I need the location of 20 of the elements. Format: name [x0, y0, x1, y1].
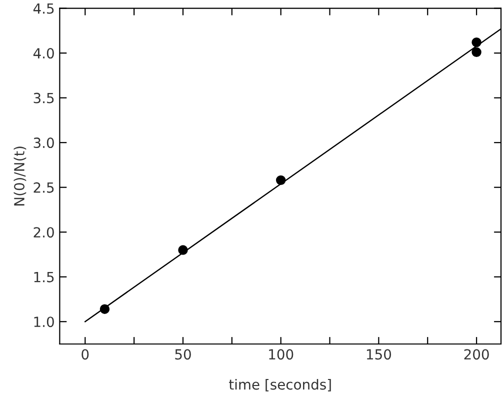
point — [178, 245, 188, 255]
x-axis-title: time [seconds] — [229, 378, 331, 392]
point — [100, 304, 110, 314]
y-tick-label: 4.0 — [33, 48, 54, 59]
x-tick-label: 0 — [82, 349, 89, 360]
y-tick-label: 4.5 — [33, 3, 54, 14]
y-axis-title: N(0)/N(t) — [14, 146, 26, 206]
x-tick-label: 50 — [175, 349, 191, 360]
x-tick-label: 200 — [464, 349, 489, 360]
y-tick-label: 2.5 — [34, 182, 54, 193]
point — [472, 37, 482, 48]
y-tick-label: 2.0 — [34, 227, 54, 238]
x-tick-label: 100 — [269, 349, 294, 360]
y-tick-label: 1.5 — [34, 272, 54, 282]
y-tick-label: 1.0 — [34, 316, 54, 328]
point — [276, 175, 286, 186]
y-tick-label: 3.0 — [34, 138, 54, 148]
point — [472, 47, 482, 58]
x-tick-label: 150 — [366, 349, 392, 360]
y-tick-label: 3.5 — [34, 92, 54, 104]
